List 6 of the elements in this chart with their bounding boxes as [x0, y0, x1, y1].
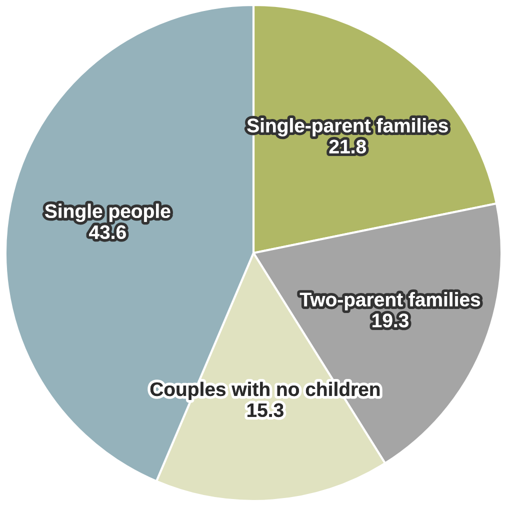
- slice-label: Two-parent families: [300, 292, 480, 310]
- data-label: 19.3: [372, 314, 408, 328]
- slice-label: Single people: [45, 204, 170, 222]
- data-label: 21.8: [329, 140, 366, 154]
- data-label: 15.3: [247, 403, 284, 418]
- data-label: 43.6: [89, 225, 126, 240]
